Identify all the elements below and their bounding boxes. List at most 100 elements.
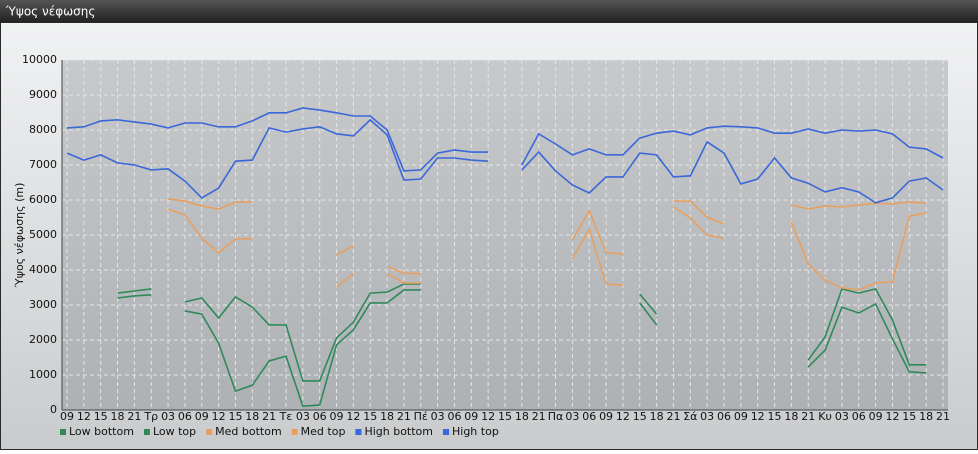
x-tick-label: 12 [346, 410, 360, 423]
x-tick-label: 15 [902, 410, 916, 423]
legend-swatch [143, 429, 150, 435]
x-tick-label: 09 [464, 410, 478, 423]
series-line [386, 265, 421, 275]
window-title: Ύψος νέφωσης [5, 5, 95, 19]
legend-swatch [291, 429, 298, 435]
y-tick-label: 10000 [22, 53, 57, 66]
x-tick-label: 18 [380, 410, 394, 423]
x-tick-label: 09 [734, 410, 748, 423]
x-tick-label: 15 [498, 410, 512, 423]
x-tick-label: 09 [869, 410, 883, 423]
x-tick-label: 06 [717, 410, 731, 423]
x-tick-label: Πέ [414, 410, 428, 423]
x-tick-label: Πα [548, 410, 564, 423]
x-tick-label: 21 [127, 410, 141, 423]
x-tick-label: 06 [852, 410, 866, 423]
series-line [673, 206, 725, 239]
x-tick-label: 12 [751, 410, 765, 423]
x-tick-label: 03 [296, 410, 310, 423]
x-tick-label: 18 [784, 410, 798, 423]
series-line [790, 212, 927, 291]
y-axis-label: Ύψος νέφωσης (m) [13, 183, 26, 289]
series-line [673, 200, 725, 225]
legend-label: High top [452, 425, 499, 438]
x-tick-label: 09 [599, 410, 613, 423]
x-tick-label: 15 [94, 410, 108, 423]
series-line [386, 272, 421, 284]
series-line [639, 293, 658, 315]
series-line [336, 273, 354, 288]
x-tick-label: 03 [835, 410, 849, 423]
x-tick-label: 21 [397, 410, 411, 423]
legend-swatch [443, 429, 449, 435]
y-tick-label: 4000 [29, 263, 57, 276]
y-tick-label: 2000 [29, 333, 57, 346]
series-line [807, 287, 927, 366]
series-line [571, 209, 623, 255]
x-tick-label: 21 [666, 410, 680, 423]
title-bar [0, 0, 978, 22]
x-tick-label: 09 [330, 410, 344, 423]
x-tick-label: Τρ [143, 410, 158, 423]
x-tick-label: 12 [212, 410, 226, 423]
series-line [521, 140, 944, 204]
x-tick-label: 18 [111, 410, 125, 423]
y-tick-label: 1000 [29, 368, 57, 381]
x-tick-label: 18 [650, 410, 664, 423]
x-tick-label: 06 [582, 410, 596, 423]
x-tick-label: 18 [919, 410, 933, 423]
y-tick-label: 6000 [29, 193, 57, 206]
legend-label: Med top [301, 425, 346, 438]
x-tick-label: 03 [431, 410, 445, 423]
x-tick-label: 15 [633, 410, 647, 423]
x-tick-label: 21 [262, 410, 276, 423]
x-tick-label: 21 [801, 410, 815, 423]
y-tick-label: 5000 [29, 228, 57, 241]
x-tick-label: 06 [313, 410, 327, 423]
y-tick-label: 7000 [29, 158, 57, 171]
series-line [66, 107, 489, 172]
legend-label: Low top [153, 425, 196, 438]
x-tick-label: 21 [936, 410, 950, 423]
x-tick-label: Τε [279, 410, 293, 423]
legend-swatch [60, 429, 66, 435]
legend-label: Low bottom [69, 425, 134, 438]
x-tick-label: 15 [363, 410, 377, 423]
x-tick-label: 21 [532, 410, 546, 423]
x-tick-label: 06 [447, 410, 461, 423]
series-line [521, 125, 944, 166]
y-tick-label: 9000 [29, 88, 57, 101]
series-line [791, 201, 927, 210]
x-tick-label: 09 [60, 410, 74, 423]
x-tick-label: 03 [700, 410, 714, 423]
x-tick-label: 12 [885, 410, 899, 423]
x-tick-label: 03 [565, 410, 579, 423]
x-tick-label: 12 [77, 410, 91, 423]
x-tick-label: 12 [481, 410, 495, 423]
series-line [184, 283, 421, 382]
y-tick-label: 0 [50, 403, 57, 416]
x-tick-label: 15 [228, 410, 242, 423]
legend-swatch [355, 429, 362, 435]
x-tick-label: Σά [683, 410, 697, 423]
legend-label: High bottom [364, 425, 433, 438]
series-line [167, 208, 253, 254]
x-tick-label: 12 [616, 410, 630, 423]
series-line [167, 198, 253, 210]
series-line [571, 227, 623, 286]
x-tick-label: 06 [178, 410, 192, 423]
series-line [66, 118, 489, 199]
series-line [117, 294, 152, 299]
y-tick-label: 3000 [29, 298, 57, 311]
series-line [184, 289, 421, 407]
x-tick-label: Κυ [818, 410, 832, 423]
x-tick-label: 18 [515, 410, 529, 423]
series-line [639, 302, 658, 326]
x-tick-label: 15 [768, 410, 782, 423]
x-tick-label: 03 [161, 410, 175, 423]
x-tick-label: 09 [195, 410, 209, 423]
y-tick-label: 8000 [29, 123, 57, 136]
legend-swatch [206, 429, 213, 435]
x-tick-label: 18 [245, 410, 259, 423]
